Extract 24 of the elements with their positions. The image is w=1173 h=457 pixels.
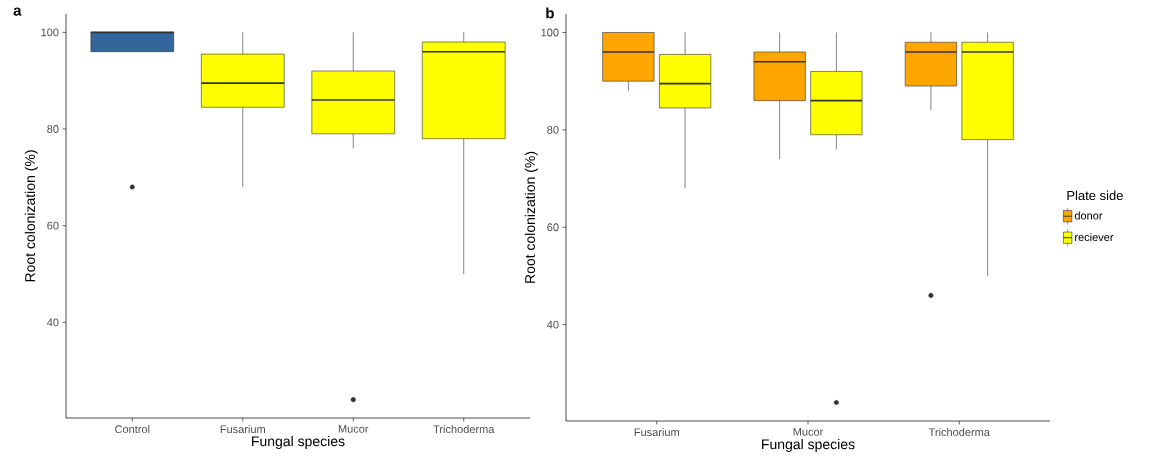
legend-label: reciever [1075,232,1114,242]
x-tick-label: Mucor [338,425,369,433]
x-axis-title: Fungal species [252,435,345,449]
y-tick-label: 80 [47,125,59,133]
x-tick-label: Mucor [793,428,824,436]
x-axis-title: Fungal species [762,438,855,452]
legend-label: donor [1074,211,1103,220]
y-tick-label: 40 [547,320,559,329]
y-tick-label: 100 [541,28,559,37]
y-tick-label: 100 [41,28,59,37]
y-axis-title: Root colonization (%) [24,150,38,282]
y-tick-label: 60 [547,223,559,232]
y-tick-label: 80 [547,125,559,134]
legend-title: Plate side [1067,190,1123,201]
chart-title: b [546,7,554,19]
chart-title: a [13,7,22,16]
x-tick-label: Control [115,425,150,434]
y-tick-label: 60 [47,221,59,230]
x-tick-label: Fusarium [634,428,679,437]
y-tick-label: 40 [46,318,59,327]
y-axis-title: Root colonization (%) [524,151,538,283]
x-tick-label: Fusarium [220,425,265,434]
x-tick-label: Trichoderma [928,428,990,437]
x-tick-label: Trichoderma [433,425,495,434]
